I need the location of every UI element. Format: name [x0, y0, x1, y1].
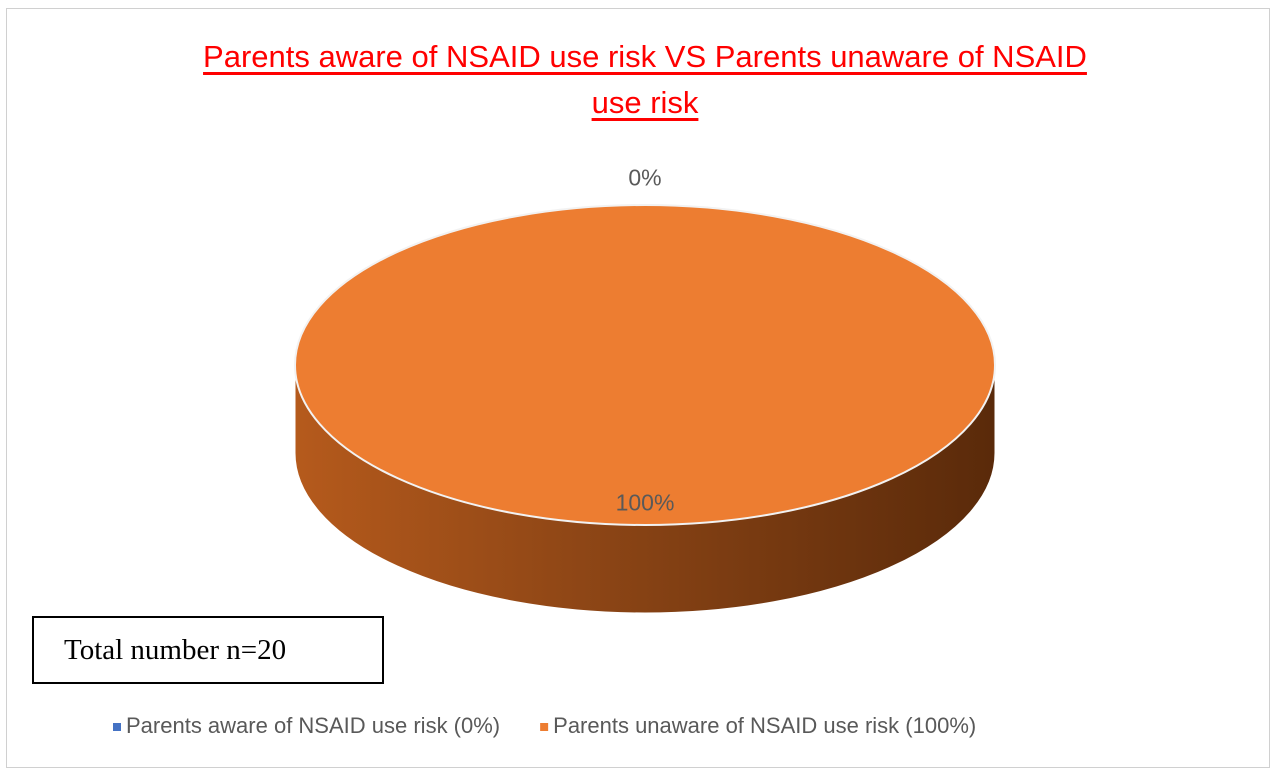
- legend-marker: [540, 723, 549, 731]
- legend-label: Parents unaware of NSAID use risk (100%): [553, 713, 976, 738]
- legend-marker: [113, 723, 121, 731]
- pie-slice: [294, 203, 996, 527]
- chart-title: Parents aware of NSAID use risk VS Paren…: [203, 39, 1087, 120]
- chart-frame: [6, 8, 1270, 768]
- data-label: 100%: [616, 489, 675, 515]
- legend-label: Parents aware of NSAID use risk (0%): [126, 713, 500, 738]
- data-label: 0%: [628, 164, 661, 190]
- annotation: Total number n=20: [32, 616, 384, 684]
